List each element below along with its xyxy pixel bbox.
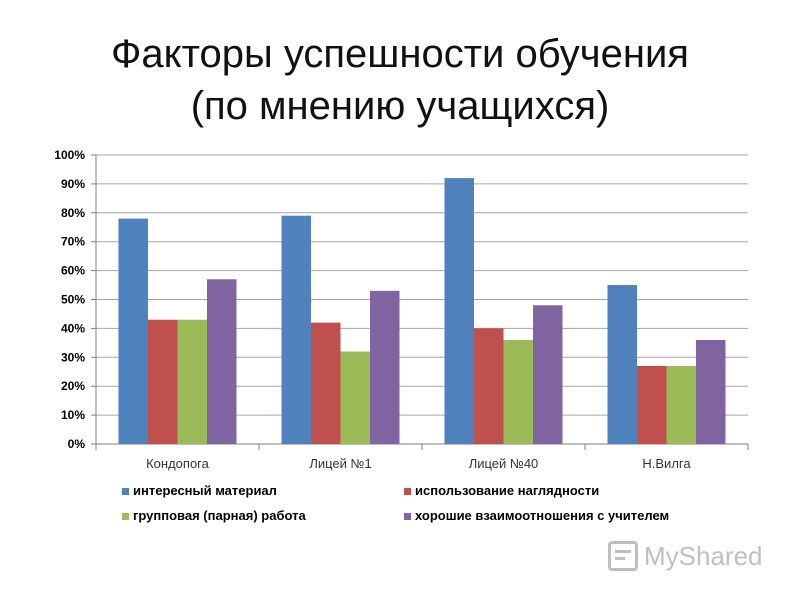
bar	[370, 290, 400, 444]
legend-label: использование наглядности	[415, 483, 599, 498]
y-tick-label: 10%	[61, 408, 85, 422]
bar	[118, 218, 148, 444]
bar	[444, 178, 474, 444]
bar	[666, 365, 696, 444]
bar	[533, 305, 563, 444]
bar	[637, 365, 667, 444]
y-tick-label: 30%	[61, 350, 85, 364]
bar	[207, 279, 237, 444]
myshared-logo-icon	[608, 541, 638, 571]
x-tick-label: Лицей №40	[469, 456, 539, 471]
legend-swatch	[404, 488, 411, 495]
x-tick-label: Кондопога	[146, 456, 210, 471]
bar	[311, 322, 341, 444]
bar	[474, 328, 504, 444]
y-tick-label: 0%	[68, 437, 86, 451]
legend-label: интересный материал	[133, 483, 277, 498]
legend-swatch	[122, 513, 129, 520]
y-tick-label: 100%	[54, 148, 85, 162]
y-tick-label: 70%	[61, 235, 85, 249]
watermark: MyShared	[608, 536, 763, 576]
y-tick-label: 60%	[61, 264, 85, 278]
x-tick-label: Н.Вилга	[642, 456, 691, 471]
page-title-line2: (по мнению учащихся)	[190, 84, 610, 128]
bar	[281, 215, 311, 444]
bar	[696, 339, 726, 444]
bar	[148, 319, 178, 444]
y-tick-label: 40%	[61, 321, 85, 335]
legend-swatch	[404, 513, 411, 520]
y-tick-label: 20%	[61, 379, 85, 393]
legend-label: групповая (парная) работа	[133, 508, 306, 523]
legend-swatch	[122, 488, 129, 495]
y-tick-label: 80%	[61, 206, 85, 220]
bar	[607, 285, 637, 444]
page-title-line1: Факторы успешности обучения	[111, 32, 689, 76]
page-title: Факторы успешности обучения (по мнению у…	[0, 28, 800, 132]
legend-label: хорошие взаимоотношения с учителем	[415, 508, 669, 523]
bar	[177, 319, 207, 444]
x-tick-label: Лицей №1	[309, 456, 371, 471]
bar	[503, 339, 533, 444]
y-tick-label: 50%	[61, 293, 85, 307]
y-tick-label: 90%	[61, 177, 85, 191]
bar	[340, 351, 370, 444]
watermark-text: MyShared	[644, 540, 763, 571]
